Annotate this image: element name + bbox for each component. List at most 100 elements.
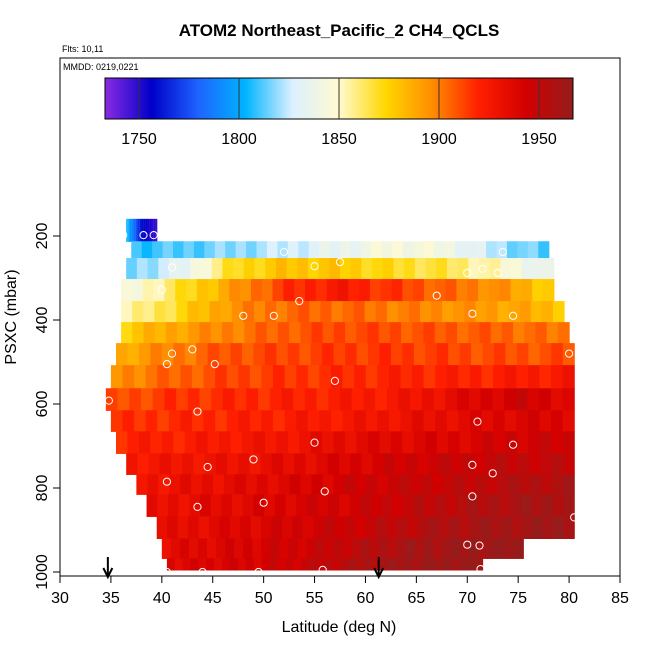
heatmap-cell xyxy=(520,494,533,517)
flight-arrows xyxy=(102,557,385,580)
heatmap-cell xyxy=(182,558,192,571)
heatmap-cell xyxy=(316,453,329,475)
heatmap-cell xyxy=(539,365,552,389)
heatmap-cell xyxy=(539,343,552,366)
heatmap-cell xyxy=(441,538,452,559)
heatmap-cell xyxy=(276,301,288,323)
heatmap-cell xyxy=(402,431,415,454)
heatmap-cell xyxy=(226,410,239,432)
heatmap-cell xyxy=(188,538,199,559)
heatmap-cell xyxy=(475,474,488,495)
heatmap-cell xyxy=(434,279,447,302)
heatmap-cell xyxy=(424,494,436,517)
sample-point xyxy=(162,360,172,369)
heatmap-cell xyxy=(503,388,517,411)
heatmap-cell xyxy=(203,365,216,389)
heatmap-cell xyxy=(563,516,575,539)
sample-point xyxy=(210,360,219,369)
heatmap-cell xyxy=(116,343,129,366)
heatmap-cell xyxy=(433,388,446,411)
heatmap-cell xyxy=(261,410,274,432)
heatmap-cell xyxy=(400,365,413,389)
heatmap-cell xyxy=(448,516,460,539)
heatmap-cell xyxy=(469,410,483,432)
heatmap-cell xyxy=(320,301,333,323)
heatmap-cell xyxy=(139,218,141,242)
heatmap-cell xyxy=(131,279,144,302)
heatmap-cell xyxy=(233,322,245,344)
heatmap-cell xyxy=(279,538,289,559)
heatmap-cell xyxy=(524,322,537,344)
heatmap-cell xyxy=(149,218,151,242)
heatmap-cell xyxy=(238,410,251,432)
heatmap-cell xyxy=(423,365,436,389)
heatmap-cell xyxy=(173,343,186,366)
sample-point xyxy=(119,231,128,240)
heatmap-cell xyxy=(174,558,184,571)
heatmap-cell xyxy=(316,558,326,571)
heatmap-cell xyxy=(530,301,543,323)
heatmap-cell xyxy=(371,241,383,259)
heatmap-cell xyxy=(130,218,132,242)
heatmap-cell xyxy=(516,431,529,454)
x-tick-label: 45 xyxy=(204,590,222,607)
heatmap-cell xyxy=(372,558,381,571)
heatmap-cell xyxy=(310,343,323,366)
heatmap-cell xyxy=(417,453,430,475)
heatmap-cell xyxy=(220,301,233,323)
heatmap-cell xyxy=(243,258,256,280)
heatmap-cell xyxy=(169,474,181,495)
heatmap-cell xyxy=(234,388,247,411)
heatmap-cell xyxy=(288,538,298,559)
heatmap-cell xyxy=(457,258,469,280)
heatmap-cell xyxy=(141,218,143,242)
heatmap-cell xyxy=(522,516,534,539)
heatmap-cell xyxy=(344,474,356,495)
sample-point xyxy=(564,349,574,358)
heatmap-cell xyxy=(265,301,277,323)
heatmap-cell xyxy=(306,494,319,517)
heatmap-cell xyxy=(516,343,529,366)
heatmap-cell xyxy=(410,474,422,495)
plot-frame xyxy=(59,57,621,577)
heatmap-cell xyxy=(190,258,202,280)
heatmap-cell xyxy=(423,241,435,259)
heatmap-cell xyxy=(450,558,460,571)
y-tick-label: 600 xyxy=(34,391,51,418)
heatmap-cell xyxy=(458,365,471,389)
heatmap-cell xyxy=(381,494,394,517)
heatmap-cell xyxy=(193,453,206,475)
heatmap-cell xyxy=(364,301,377,323)
heatmap-cell xyxy=(156,516,168,539)
heatmap-cell xyxy=(148,453,161,475)
heatmap-cell xyxy=(159,453,172,475)
heatmap-cell xyxy=(308,558,318,571)
heatmap-cell xyxy=(356,558,365,571)
heatmap-cell xyxy=(286,258,298,280)
heatmap-cell xyxy=(322,474,334,495)
heatmap-cell xyxy=(543,258,555,280)
heatmap-cell xyxy=(326,279,339,302)
heatmap-cell xyxy=(413,241,425,259)
sample-point xyxy=(498,247,508,257)
sample-point xyxy=(239,311,248,320)
sample-point xyxy=(478,264,487,273)
heatmap-cell xyxy=(271,453,284,475)
heatmap-cell xyxy=(511,258,523,280)
x-tick-label: 65 xyxy=(407,590,425,607)
y-tick-label: 1000 xyxy=(34,554,51,590)
heatmap-cell xyxy=(445,388,458,411)
heatmap-cell xyxy=(342,365,355,389)
x-tick-label: 85 xyxy=(611,590,629,607)
sample-point xyxy=(203,462,212,472)
heatmap-cell xyxy=(168,258,181,280)
heatmap-cell xyxy=(445,322,458,344)
heatmap-cell xyxy=(238,365,251,389)
heatmap-cell xyxy=(289,322,301,344)
heatmap-cell xyxy=(154,322,167,344)
heatmap-cell xyxy=(539,410,552,432)
heatmap-cell xyxy=(391,279,403,302)
heatmap-cell xyxy=(383,453,396,475)
heatmap-cell xyxy=(245,558,255,571)
heatmap-cell xyxy=(510,279,522,302)
